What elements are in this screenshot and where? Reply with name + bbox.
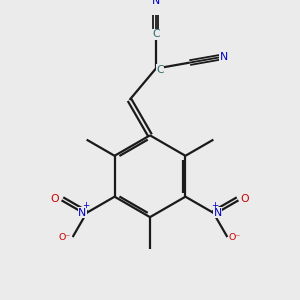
Text: N: N: [220, 52, 228, 62]
Text: O: O: [50, 194, 59, 204]
Text: N: N: [78, 208, 86, 218]
Text: O⁻: O⁻: [229, 232, 241, 242]
Text: C: C: [156, 65, 164, 75]
Text: O⁻: O⁻: [59, 232, 71, 242]
Text: O: O: [241, 194, 250, 204]
Text: N: N: [214, 208, 222, 218]
Text: +: +: [82, 201, 89, 210]
Text: N: N: [152, 0, 160, 6]
Text: +: +: [211, 201, 218, 210]
Text: C: C: [152, 29, 160, 39]
